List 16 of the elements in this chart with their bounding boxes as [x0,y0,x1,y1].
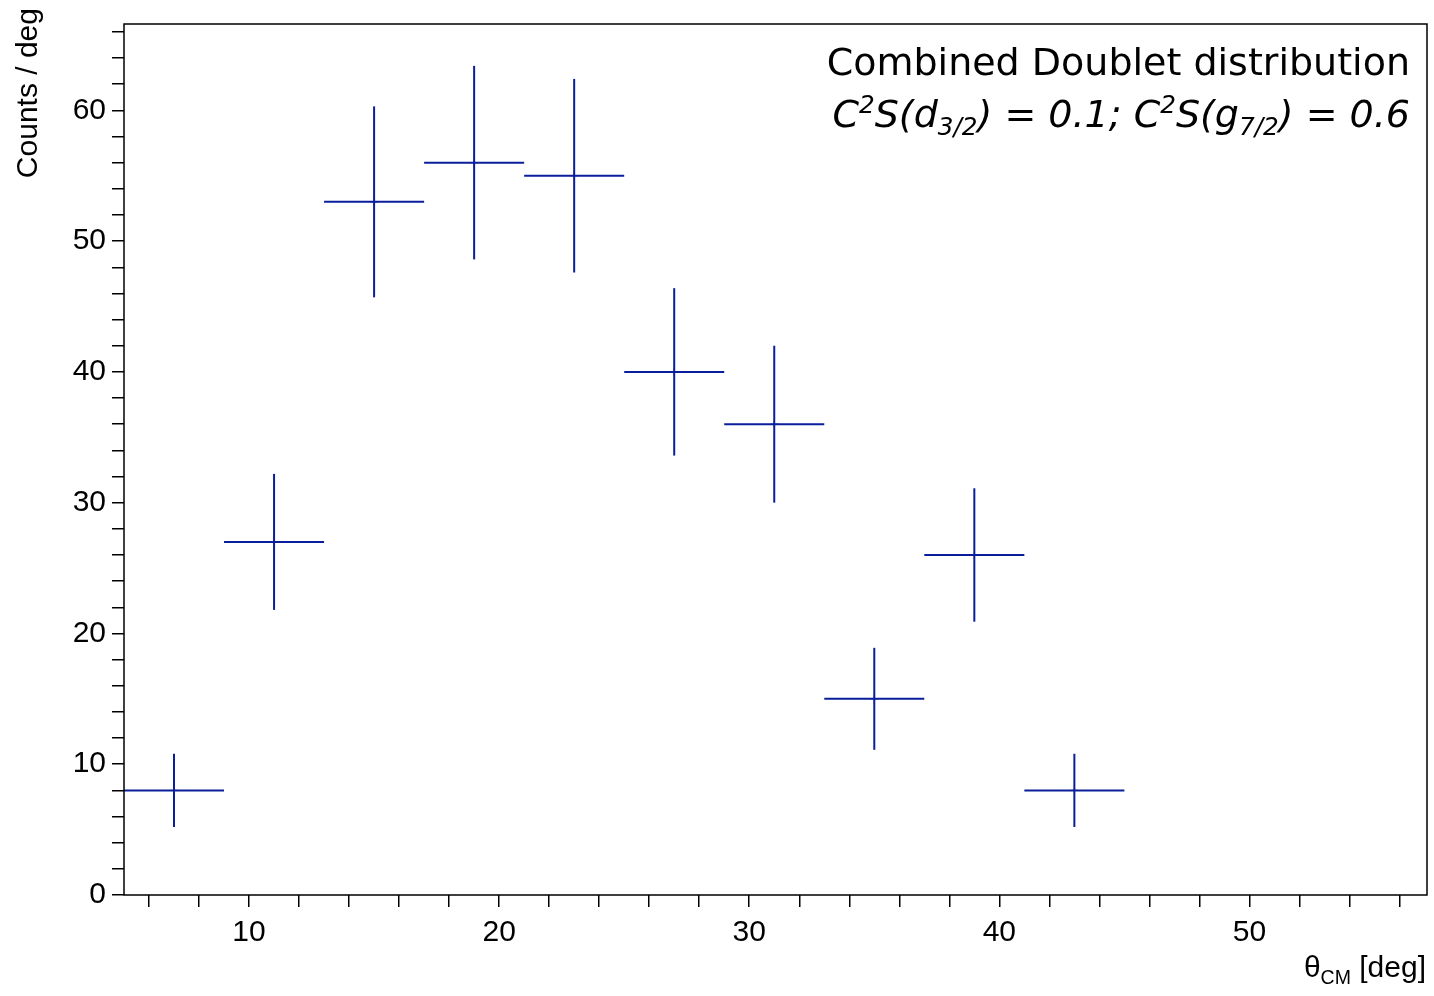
x-tick-label: 50 [1232,914,1267,948]
x-tick-label: 10 [232,914,266,948]
y-tick-label: 50 [72,222,106,256]
x-axis-title: θ$_{CM}$ [deg] [1303,950,1426,989]
y-tick-label: 60 [72,91,106,125]
y-tick-label: 40 [72,353,106,387]
x-tick-label: 20 [482,914,516,948]
y-tick-label: 0 [89,876,106,910]
text: C$^{2}$S(d$_{3/2}$) = 0.1; C$^{2}$S(g$_{7/2}$) = 0.6 [832,90,1410,142]
x-tick-label: 40 [982,914,1017,948]
y-tick-label: 30 [72,483,106,517]
y-tick-label: 20 [72,614,106,648]
y-tick-label: 10 [72,745,106,779]
annotation: Combined Doublet distribution [826,40,1410,84]
x-tick-label: 30 [732,914,766,948]
y-axis-title: Counts / deg [10,8,44,179]
